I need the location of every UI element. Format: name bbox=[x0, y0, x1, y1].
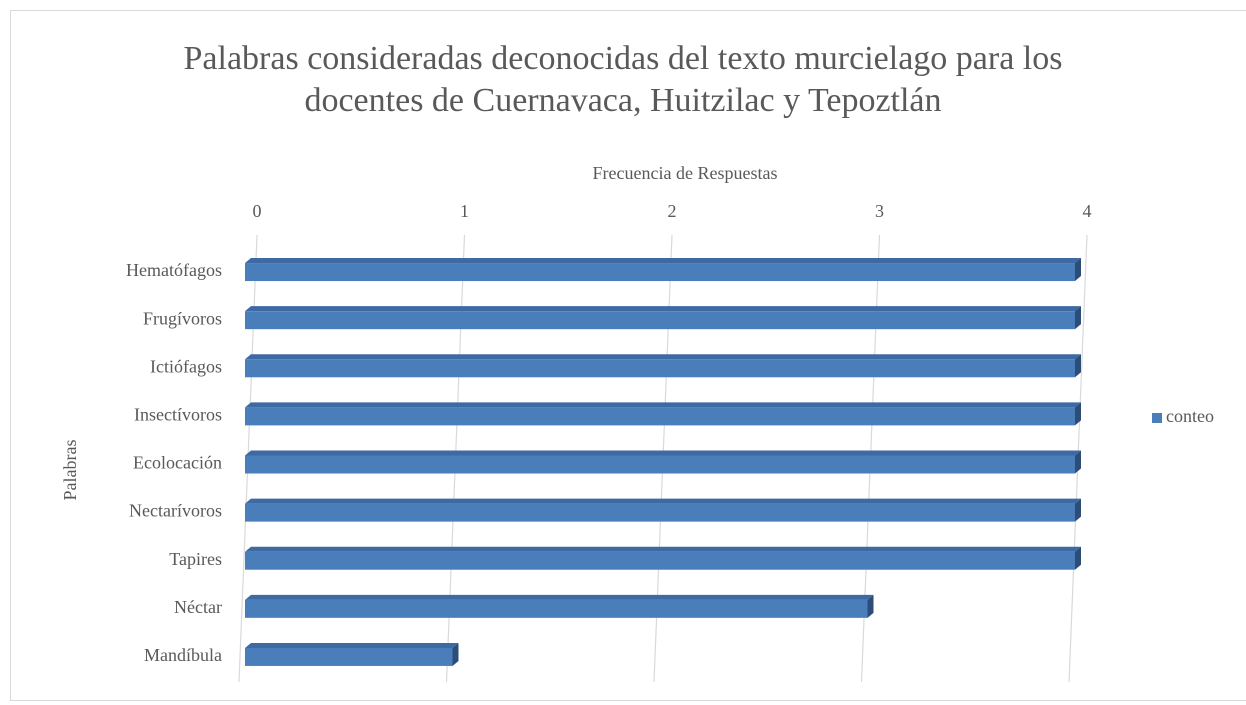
bar-top bbox=[245, 306, 1081, 312]
bar-side bbox=[1075, 258, 1081, 282]
x-tick-label: 1 bbox=[460, 201, 469, 221]
x-tick-label: 2 bbox=[668, 201, 677, 221]
bar-side bbox=[867, 594, 874, 618]
legend-label: conteo bbox=[1166, 406, 1214, 426]
bar-side bbox=[1075, 498, 1081, 522]
x-tick-label: 4 bbox=[1083, 201, 1092, 221]
bar-top bbox=[245, 354, 1081, 360]
bar-side bbox=[1075, 306, 1081, 330]
bar-top bbox=[245, 402, 1081, 408]
bar bbox=[245, 503, 1075, 522]
y-tick-label: Ecolocación bbox=[133, 453, 222, 473]
chart-frame bbox=[10, 10, 1246, 701]
bar bbox=[245, 599, 868, 618]
y-tick-label: Hematófagos bbox=[126, 260, 222, 280]
bar-top bbox=[245, 450, 1081, 456]
bar-side bbox=[1075, 450, 1081, 474]
y-tick-label: Néctar bbox=[174, 597, 222, 617]
bar-side bbox=[1075, 546, 1081, 570]
bar-top bbox=[245, 642, 459, 648]
bar-top bbox=[245, 258, 1081, 264]
bar bbox=[245, 359, 1075, 378]
y-tick-label: Insectívoros bbox=[134, 405, 222, 425]
bar bbox=[245, 551, 1075, 570]
chart-title: Palabras consideradas deconocidas del te… bbox=[183, 40, 1063, 119]
y-tick-label: Nectarívoros bbox=[129, 501, 222, 521]
x-tick-label: 3 bbox=[875, 201, 884, 221]
y-axis-title: Palabras bbox=[60, 440, 80, 501]
y-tick-label: Tapires bbox=[169, 549, 222, 569]
x-tick-label: 0 bbox=[253, 201, 262, 221]
bar bbox=[245, 407, 1075, 426]
legend-swatch bbox=[1152, 413, 1162, 423]
y-tick-label: Frugívoros bbox=[143, 308, 222, 328]
bar-top bbox=[245, 546, 1081, 552]
y-tick-label: Ictiófagos bbox=[150, 356, 222, 376]
bar-side bbox=[1075, 354, 1081, 378]
bar bbox=[245, 311, 1075, 330]
bar-top bbox=[245, 594, 874, 600]
y-tick-label: Mandíbula bbox=[144, 645, 222, 665]
x-axis-title: Frecuencia de Respuestas bbox=[593, 163, 778, 183]
bar-top bbox=[245, 498, 1081, 504]
bar-side bbox=[452, 642, 459, 666]
bar bbox=[245, 263, 1075, 282]
bar-side bbox=[1075, 402, 1081, 426]
bar bbox=[245, 647, 453, 666]
bar bbox=[245, 455, 1075, 474]
